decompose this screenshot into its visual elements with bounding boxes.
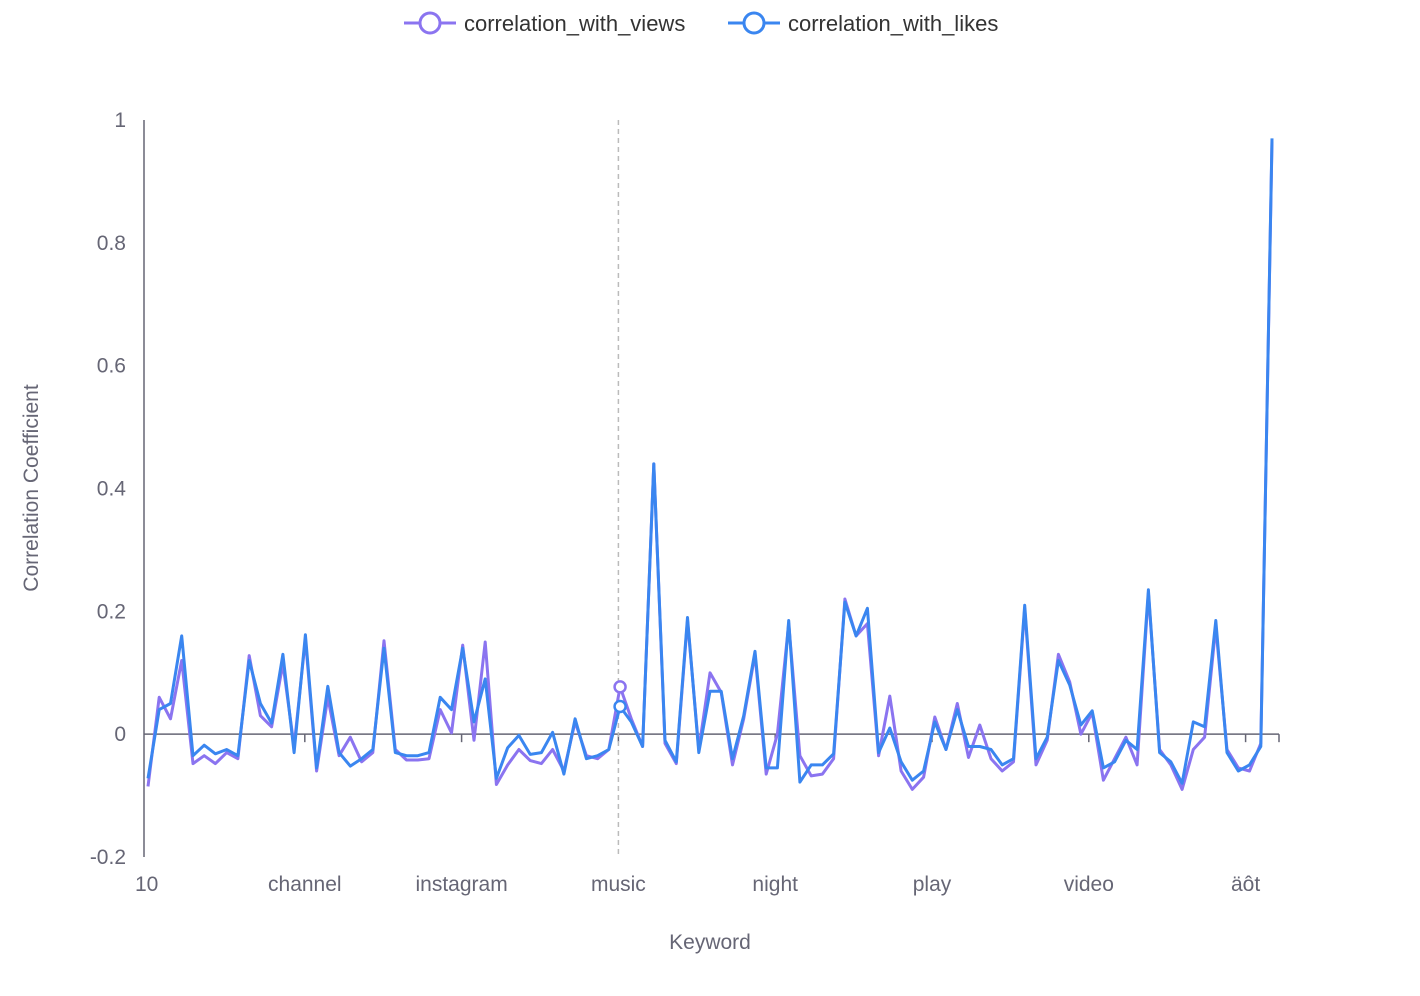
x-tick-label: instagram bbox=[415, 873, 507, 896]
legend-marker-likes bbox=[742, 11, 766, 35]
x-tick-label: äôt bbox=[1231, 873, 1260, 896]
legend: correlation_with_views correlation_with_… bbox=[404, 11, 998, 36]
legend-item-likes[interactable]: correlation_with_likes bbox=[728, 11, 998, 36]
y-tick-label: 0 bbox=[114, 723, 126, 746]
y-tick-label: 0.4 bbox=[97, 478, 127, 501]
active-point-likes bbox=[613, 699, 627, 714]
y-tick-label: 0.2 bbox=[97, 600, 126, 623]
legend-marker-views bbox=[418, 11, 442, 35]
y-tick-label: -0.2 bbox=[90, 846, 126, 869]
legend-label-likes: correlation_with_likes bbox=[788, 11, 998, 36]
x-axis: 10 channel instagram music night play video äôt bbox=[135, 733, 1280, 896]
x-axis-title: Keyword bbox=[669, 931, 751, 954]
series-layer bbox=[146, 138, 1274, 791]
x-tick-labels: 10 channel instagram music night play video äôt bbox=[135, 734, 1280, 896]
x-tick-label: 10 bbox=[135, 873, 158, 896]
x-tick-label: channel bbox=[268, 873, 342, 896]
x-tick-label: video bbox=[1064, 873, 1114, 896]
x-tick-label: play bbox=[913, 873, 952, 896]
x-tick-label: music bbox=[591, 873, 646, 896]
series-line-likes[interactable] bbox=[146, 138, 1274, 785]
y-axis: -0.2 0 0.2 0.4 0.6 0.8 1 bbox=[90, 109, 145, 869]
active-point-views bbox=[613, 680, 627, 694]
y-tick-label: 1 bbox=[114, 109, 126, 132]
legend-item-views[interactable]: correlation_with_views bbox=[404, 11, 685, 36]
legend-label-views: correlation_with_views bbox=[464, 11, 685, 36]
y-tick-label: 0.6 bbox=[97, 355, 126, 378]
x-tick-label: night bbox=[752, 873, 798, 896]
y-tick-labels: -0.2 0 0.2 0.4 0.6 0.8 1 bbox=[90, 109, 126, 869]
y-axis-title: Correlation Coefficient bbox=[20, 384, 43, 592]
y-tick-label: 0.8 bbox=[97, 232, 126, 255]
